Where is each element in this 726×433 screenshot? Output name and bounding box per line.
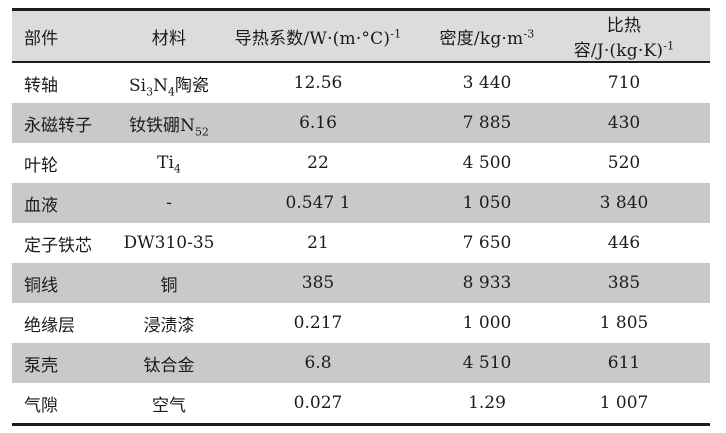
cell-density: 1.29 <box>468 393 506 413</box>
cell-component: 转轴 <box>24 75 58 96</box>
cell-density: 7 885 <box>462 113 512 133</box>
cell-specific-heat: 520 <box>607 153 641 173</box>
header-cell-specific-heat: 比热容/J·(kg·K)-1 <box>573 16 675 61</box>
header-cell-material: 材料 <box>151 28 187 49</box>
cell-material: Ti4 <box>157 153 181 176</box>
cell-density: 1 050 <box>462 193 512 213</box>
cell-density: 1 000 <box>462 313 512 333</box>
cell-component: 绝缘层 <box>24 315 75 336</box>
cell-component: 永磁转子 <box>24 115 92 136</box>
header-row: 部件 材料 导热系数/W·(m·°C)-1 密度/kg·m-3 比热容/J·(kg·K)… <box>12 9 710 62</box>
table-row: 铜线 铜 385 8 933 385 <box>12 263 710 303</box>
cell-component: 气隙 <box>24 395 58 416</box>
cell-thermal-conductivity: 0.217 <box>293 313 343 333</box>
cell-material: Si3N4陶瓷 <box>129 75 209 98</box>
cell-specific-heat: 385 <box>607 273 641 293</box>
table-row: 转轴 Si3N4陶瓷 12.56 3 440 710 <box>12 62 710 103</box>
table-body: 转轴 Si3N4陶瓷 12.56 3 440 710 永磁转子 钕铁硼N52 6.16 7 88… <box>12 62 710 425</box>
cell-density: 3 440 <box>462 73 512 93</box>
table-row: 泵壳 钛合金 6.8 4 510 611 <box>12 343 710 383</box>
cell-component: 定子铁芯 <box>24 235 92 256</box>
cell-specific-heat: 1 805 <box>599 313 649 333</box>
cell-component: 泵壳 <box>24 355 58 376</box>
cell-density: 7 650 <box>462 233 512 253</box>
cell-thermal-conductivity: 22 <box>307 153 329 173</box>
cell-material: 钕铁硼N52 <box>129 115 209 138</box>
cell-thermal-conductivity: 21 <box>307 233 329 253</box>
cell-material: - <box>166 193 172 213</box>
cell-specific-heat: 430 <box>607 113 641 133</box>
cell-specific-heat: 3 840 <box>599 193 649 213</box>
cell-component: 血液 <box>24 195 58 216</box>
header-cell-component: 部件 <box>24 28 59 49</box>
header-cell-thermal-conductivity: 导热系数/W·(m·°C)-1 <box>234 26 402 49</box>
cell-specific-heat: 446 <box>607 233 641 253</box>
cell-thermal-conductivity: 0.547 1 <box>285 193 351 213</box>
cell-specific-heat: 1 007 <box>599 393 649 413</box>
cell-component: 叶轮 <box>24 155 58 176</box>
cell-component: 铜线 <box>24 275 58 296</box>
table-row: 定子铁芯 DW310-35 21 7 650 446 <box>12 223 710 263</box>
table-row: 永磁转子 钕铁硼N52 6.16 7 885 430 <box>12 103 710 143</box>
cell-thermal-conductivity: 12.56 <box>293 73 343 93</box>
table-row: 气隙 空气 0.027 1.29 1 007 <box>12 383 710 425</box>
table-row: 绝缘层 浸渍漆 0.217 1 000 1 805 <box>12 303 710 343</box>
cell-thermal-conductivity: 0.027 <box>293 393 343 413</box>
cell-specific-heat: 611 <box>607 353 641 373</box>
header-cell-density: 密度/kg·m-3 <box>439 26 535 49</box>
cell-material: 空气 <box>152 395 186 416</box>
cell-material: 浸渍漆 <box>143 315 195 336</box>
cell-thermal-conductivity: 6.16 <box>299 113 337 133</box>
cell-material: 铜 <box>160 275 178 296</box>
cell-density: 4 500 <box>462 153 512 173</box>
table-row: 叶轮 Ti4 22 4 500 520 <box>12 143 710 183</box>
cell-density: 8 933 <box>462 273 512 293</box>
table-row: 血液 - 0.547 1 1 050 3 840 <box>12 183 710 223</box>
cell-thermal-conductivity: 385 <box>301 273 335 293</box>
cell-material: 钛合金 <box>143 355 195 376</box>
cell-specific-heat: 710 <box>607 73 641 93</box>
material-properties-table: 部件 材料 导热系数/W·(m·°C)-1 密度/kg·m-3 比热容/J·(kg·K)… <box>12 8 710 426</box>
cell-material: DW310-35 <box>123 233 215 253</box>
cell-thermal-conductivity: 6.8 <box>304 353 332 373</box>
cell-density: 4 510 <box>462 353 512 373</box>
